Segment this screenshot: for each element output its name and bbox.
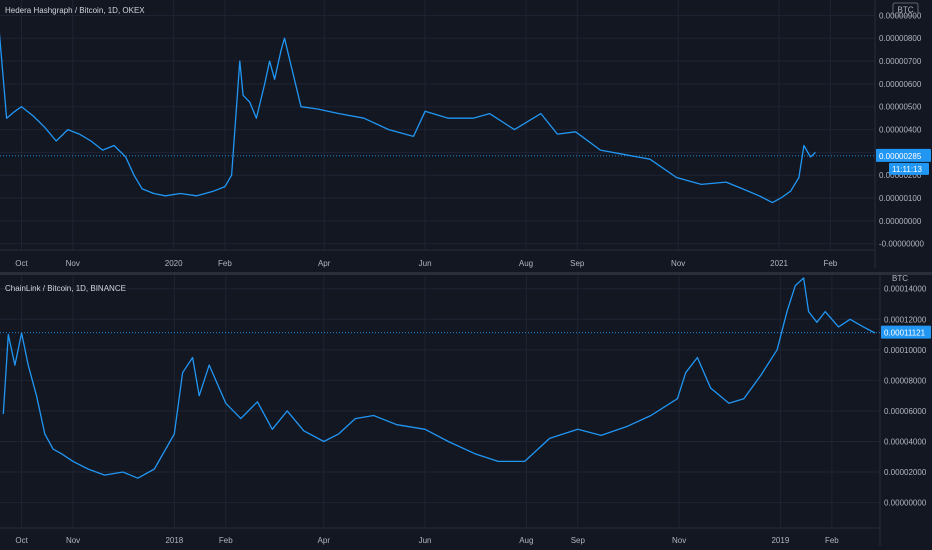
pane1-y-tick-label: 0.00000200 <box>879 171 922 180</box>
pane2-x-tick-label: Apr <box>318 536 331 545</box>
pane1-x-tick-label: Feb <box>823 259 837 268</box>
pane2-y-tick-label: 0.00004000 <box>884 437 927 446</box>
pane2-x-tick-label: 2019 <box>771 536 789 545</box>
pane1-x-tick-label: Sep <box>570 259 585 268</box>
pane2-x-tick-label: Feb <box>825 536 839 545</box>
pane1-last-value-badge <box>876 148 931 162</box>
pane2-y-tick-label: 0.00000000 <box>884 499 927 508</box>
pane2-x-tick-label: Jun <box>419 536 432 545</box>
pane2-x-tick-label: Sep <box>571 536 586 545</box>
pane1-last-value-label: 0.00000285 <box>879 152 922 161</box>
pane1-currency-button[interactable] <box>892 2 919 17</box>
pane1-y-tick-label: 0.00000600 <box>879 80 922 89</box>
pane1-y-tick-label: 0.00000400 <box>879 126 922 135</box>
pane2-x-tick-label: Feb <box>219 536 233 545</box>
pane2-last-value-badge <box>881 325 931 339</box>
pane1-x-tick-label: Aug <box>519 259 533 268</box>
pane1-y-tick-label: 0.00000500 <box>879 103 922 112</box>
pane1-currency-label[interactable]: BTC <box>898 6 914 15</box>
pane2-x-tick-label: Aug <box>519 536 533 545</box>
pane2-y-tick-label: 0.00002000 <box>884 468 927 477</box>
pane1-x-tick-label: Feb <box>218 259 232 268</box>
pane1-x-tick-label: Nov <box>66 259 80 268</box>
pane2-currency-label: BTC <box>892 274 908 283</box>
pane1-x-tick-label: Apr <box>318 259 331 268</box>
pane1-chart-title: Hedera Hashgraph / Bitcoin, 1D, OKEX <box>5 6 145 15</box>
pane-separator[interactable] <box>0 272 932 275</box>
pane2-x-tick-label: Nov <box>66 536 80 545</box>
pane1-y-tick-label: 0.00000800 <box>879 34 922 43</box>
pane2-series-line <box>2 277 876 479</box>
pane2-chart-title: ChainLink / Bitcoin, 1D, BINANCE <box>5 284 126 293</box>
pane1-x-tick-label: Oct <box>15 259 28 268</box>
pane2-y-tick-label: 0.00010000 <box>884 346 927 355</box>
pane1-countdown-label: 11:11:13 <box>892 165 923 174</box>
pane2-y-tick-label: 0.00014000 <box>884 285 927 294</box>
pane1-x-tick-label: 2020 <box>165 259 183 268</box>
pane2-last-value-label: 0.00011121 <box>884 329 926 338</box>
pane1-y-tick-label: 0.00000700 <box>879 57 922 66</box>
pane2-y-tick-label: 0.00012000 <box>884 315 927 324</box>
pane1-x-tick-label: Nov <box>671 259 685 268</box>
pane1-countdown-badge <box>889 162 929 175</box>
pane1-y-tick-label: 0.00000100 <box>879 194 922 203</box>
pane2-x-tick-label: Nov <box>672 536 686 545</box>
pane1-x-tick-label: 2021 <box>770 259 788 268</box>
pane2-y-tick-label: 0.00008000 <box>884 376 927 385</box>
pane1-y-tick-label: -0.00000000 <box>879 240 924 249</box>
pane1-series-line <box>0 32 816 204</box>
pane2-y-tick-label: 0.00006000 <box>884 407 927 416</box>
pane2-x-tick-label: Oct <box>15 536 28 545</box>
pane2-x-tick-label: 2018 <box>165 536 183 545</box>
pane1-x-tick-label: Jun <box>419 259 432 268</box>
pane1-y-tick-label: 0.00000000 <box>879 217 922 226</box>
